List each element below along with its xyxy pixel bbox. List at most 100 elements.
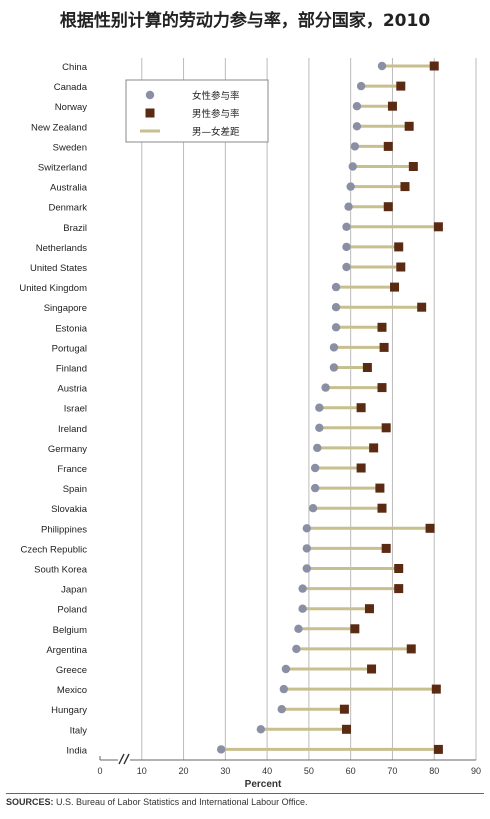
category-label: United States [30,263,87,274]
female-marker [348,162,357,171]
male-marker [381,543,391,553]
male-marker [356,463,366,473]
category-label: Norway [55,102,87,113]
female-marker [310,463,320,473]
category-label: Sweden [53,142,87,153]
female-marker [256,725,266,734]
female-marker [331,303,341,312]
category-label: France [57,464,87,475]
sources-note: SOURCES: U.S. Bureau of Labor Statistics… [6,797,308,807]
male-marker [379,342,389,352]
female-marker [331,282,341,292]
category-label: Netherlands [36,243,87,254]
male-marker [394,242,404,252]
female-marker [298,604,307,613]
female-marker [346,182,355,191]
x-tick-label-40: 40 [262,766,272,776]
category-label: China [62,62,88,73]
male-marker [404,121,414,131]
female-marker [344,202,353,211]
female-marker [298,584,307,593]
chart-title: 根据性别计算的劳动力参与率，部分国家，2010 [59,11,431,31]
male-marker [396,81,406,91]
male-marker [377,503,387,513]
male-marker [394,584,404,594]
x-axis-title: Percent [245,779,282,790]
axis-break-mark-2 [123,753,130,765]
female-marker [292,644,301,654]
category-label: Mexico [57,685,87,696]
x-tick-label-0: 0 [97,766,102,776]
female-marker [342,262,351,272]
category-label: Hungary [51,705,87,716]
legend-label-gap: 男—女差距 [192,126,240,138]
footer-divider [6,793,484,794]
male-marker [356,403,366,413]
male-marker [396,262,406,272]
category-label: Israel [64,404,87,415]
x-tick-label-50: 50 [304,766,314,776]
x-tick-label-80: 80 [429,766,439,776]
female-marker [350,142,360,151]
category-label: Brazil [63,223,87,234]
female-marker [302,524,311,533]
female-marker [277,705,286,714]
female-marker [313,443,322,453]
male-marker [431,684,441,694]
category-label: Portugal [52,343,87,354]
male-marker [377,322,387,332]
x-tick-label-70: 70 [387,766,397,776]
female-marker [294,624,303,633]
x-tick-label-20: 20 [179,766,189,776]
sources-text: U.S. Bureau of Labor Statistics and Inte… [53,797,308,807]
category-label: South Korea [34,565,88,576]
male-marker [417,302,427,312]
male-marker [433,744,443,754]
male-marker [367,664,377,674]
male-marker [341,724,351,734]
female-marker [310,483,320,493]
category-label: Greece [56,665,87,676]
category-label: Czech Republic [20,544,87,555]
male-marker [406,644,416,654]
male-marker [350,624,360,634]
category-label: Finland [56,364,87,375]
axis-break-mark-1 [118,753,125,765]
male-marker [408,162,418,171]
category-label: Denmark [48,203,87,214]
category-label: Germany [48,444,87,455]
sources-label: SOURCES: [6,797,54,807]
category-label: United Kingdom [19,283,87,294]
male-marker [390,282,400,292]
female-marker [315,423,324,432]
female-marker [315,403,324,412]
category-label: Spain [63,484,87,495]
female-marker [342,222,351,231]
category-label: Canada [54,82,88,93]
category-label: New Zealand [31,122,87,133]
male-marker [362,363,372,372]
category-label: Ireland [58,424,87,435]
x-axis: 0 10 20 30 40 50 60 70 80 90 Percent [97,753,481,790]
male-marker [381,423,391,433]
female-marker [329,363,339,372]
female-marker [342,242,351,252]
category-label: Poland [57,605,87,616]
female-marker [377,61,387,71]
x-tick-label-30: 30 [220,766,230,776]
category-labels: China Canada Norway New Zealand Sweden Switze… [19,62,87,756]
male-marker [383,141,393,151]
male-marker [387,101,397,111]
category-label: Singapore [44,303,87,314]
legend-label-female: 女性参与率 [192,90,240,102]
legend-male-marker [145,108,155,118]
female-marker [302,544,311,553]
category-label: Slovakia [51,504,88,515]
female-marker [302,564,311,573]
x-tick-label-60: 60 [346,766,356,776]
female-marker [216,745,226,754]
female-marker [352,102,362,111]
male-marker [364,604,374,614]
